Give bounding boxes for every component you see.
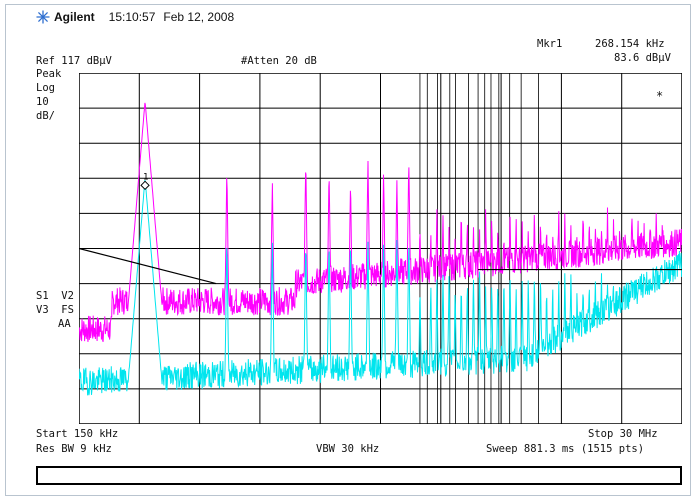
attenuation: #Atten 20 dB	[241, 55, 317, 67]
scale-unit: dB/	[36, 110, 55, 122]
trace-flags-3: AA	[58, 318, 71, 330]
spectrum-display: 1	[78, 72, 683, 425]
ref-level: Ref 117 dBµV	[36, 55, 112, 67]
marker-number: 1	[143, 172, 148, 182]
star-indicator: *	[656, 89, 664, 103]
marker-label: Mkr1	[537, 38, 563, 50]
marker-1: 1	[140, 172, 150, 191]
spectrum-plot: 1	[78, 72, 683, 425]
video-bandwidth: VBW 30 kHz	[316, 443, 380, 455]
brand-name: Agilent	[54, 10, 95, 24]
resolution-bandwidth: Res BW 9 kHz	[36, 443, 112, 455]
clock-date: Feb 12, 2008	[163, 10, 235, 24]
marker-amplitude: 83.6 dBµV	[614, 52, 671, 64]
limit-line-sloped	[78, 247, 217, 285]
average-trace	[78, 179, 683, 396]
stop-frequency: Stop 30 MHz	[588, 428, 658, 440]
message-bar	[36, 466, 682, 485]
marker-frequency: 268.154 kHz	[595, 38, 665, 50]
trace-flags-2: V3 FS	[36, 304, 74, 316]
scale-value: 10	[36, 96, 49, 108]
header-bar: Agilent 15:10:57 Feb 12, 2008	[36, 10, 234, 24]
scale-type: Log	[36, 82, 55, 94]
agilent-spark-icon	[36, 10, 50, 24]
start-frequency: Start 150 kHz	[36, 428, 119, 440]
peak-trace	[78, 102, 683, 343]
trace-flags-1: S1 V2	[36, 290, 74, 302]
brand-logo: Agilent	[36, 10, 95, 24]
sweep-info: Sweep 881.3 ms (1515 pts)	[486, 443, 645, 455]
detector-mode: Peak	[36, 68, 62, 80]
marker-diamond-icon	[140, 180, 150, 191]
clock-time: 15:10:57	[108, 10, 156, 24]
